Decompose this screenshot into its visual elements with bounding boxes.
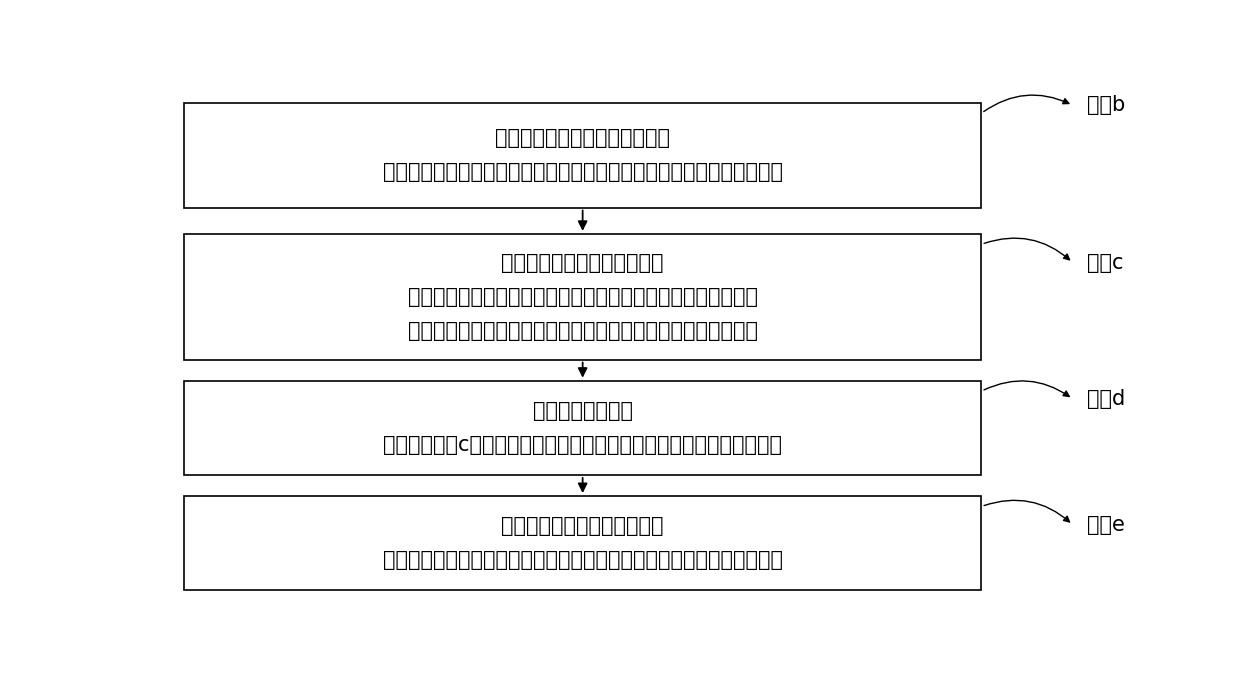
- Text: 改变测绘相机的方位角及俯仰角，直到平行光再次成像在测绘相: 改变测绘相机的方位角及俯仰角，直到平行光再次成像在测绘相: [408, 321, 758, 340]
- Text: 中的像点位置坐标: 中的像点位置坐标: [533, 400, 632, 421]
- Text: 步骤c: 步骤c: [1087, 253, 1123, 272]
- Bar: [184, 234, 982, 360]
- Text: 多次重复步骤c，获取多个测绘相机的方位角、俯仰角及线阵探测器成像: 多次重复步骤c，获取多个测绘相机的方位角、俯仰角及线阵探测器成像: [383, 435, 782, 455]
- Text: 探测器成像中的像点位置坐标: 探测器成像中的像点位置坐标: [501, 253, 663, 272]
- Text: 步骤b: 步骤b: [1087, 95, 1126, 115]
- Text: 使用平行光照射在测绘相机中线阵探测器的几何中心位置进行成像，记录: 使用平行光照射在测绘相机中线阵探测器的几何中心位置进行成像，记录: [383, 162, 782, 183]
- Bar: [184, 381, 982, 475]
- Bar: [184, 103, 982, 208]
- Text: 机的线阵探测器中，记录此时测绘相机的方位角、俯仰角及线阵: 机的线阵探测器中，记录此时测绘相机的方位角、俯仰角及线阵: [408, 287, 758, 306]
- Text: 计算出测绘相机的内方位元素: 计算出测绘相机的内方位元素: [501, 516, 663, 536]
- Text: 此时测绘相机的方位角及俯仰角: 此时测绘相机的方位角及俯仰角: [495, 128, 670, 148]
- Text: 步骤d: 步骤d: [1087, 389, 1126, 409]
- Bar: [184, 496, 982, 590]
- Text: 步骤e: 步骤e: [1087, 515, 1125, 535]
- Text: 根据多个测绘相机的方位角、俯仰角及线阵探测器成像中的像点位置坐标: 根据多个测绘相机的方位角、俯仰角及线阵探测器成像中的像点位置坐标: [383, 550, 782, 570]
